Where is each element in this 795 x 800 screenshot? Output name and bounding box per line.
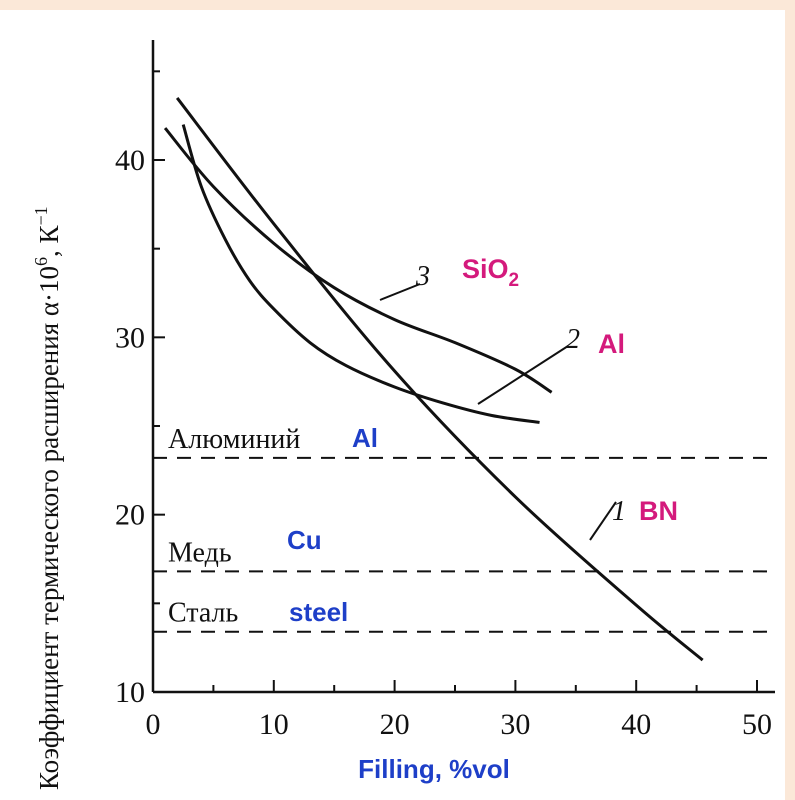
series-leader-line [589,501,617,541]
x-tick-label: 30 [500,708,530,741]
series-line [181,124,540,424]
series-name-label: Al [598,329,625,359]
series-number-label: 1 [612,496,626,527]
reference-label-ru: Медь [168,537,232,568]
x-tick-label: 50 [742,708,772,741]
series-leader-line [379,283,421,301]
x-axis-title: Filling, %vol [358,754,510,784]
series-name-label: BN [639,496,678,526]
y-tick-label: 30 [115,321,145,354]
reference-label-en: Al [352,423,378,453]
series-name-label: SiO2 [462,254,519,291]
reference-label-en: Cu [287,525,322,555]
y-tick-label: 10 [115,676,145,709]
reference-label-en: steel [289,597,348,627]
chart-svg: 0 10 20 30 40 5010203040АлюминийМедьСтальAlCu… [31,40,775,790]
y-axis-title: Коэффициент термического расширения α·10… [31,206,64,790]
series-number-label: 2 [566,324,580,355]
x-tick-label: 20 [380,708,410,741]
x-tick-label: 10 [259,708,289,741]
y-tick-label: 40 [115,144,145,177]
reference-label-ru: Алюминий [168,424,300,455]
x-tick-label: 0 [146,708,161,741]
series-number-label: 3 [415,261,430,292]
x-tick-label: 40 [621,708,651,741]
series-line [163,127,553,394]
y-tick-label: 20 [115,499,145,532]
reference-label-ru: Сталь [168,598,238,629]
series-leader-line [477,345,569,405]
series-line [175,97,704,662]
